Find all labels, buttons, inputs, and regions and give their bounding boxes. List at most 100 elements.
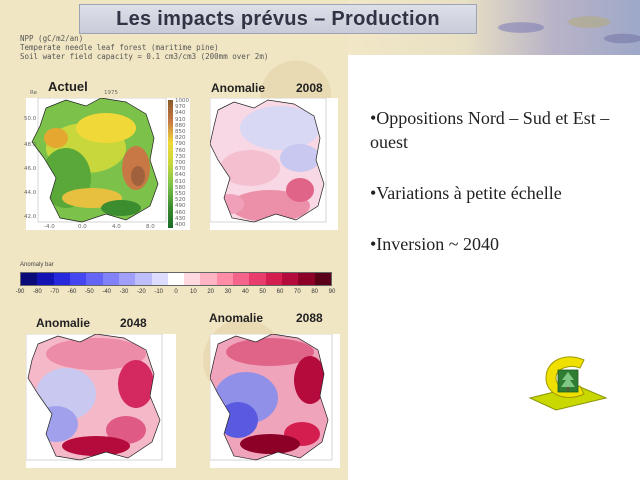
colorbar-tick-label: -70 xyxy=(50,289,59,295)
colorbar-cell xyxy=(184,273,201,285)
colorbar-ticks: -90 -80 -70 -60 -50 -40 -30 -20 -10 0 10 20 30 40 50 60… xyxy=(14,289,338,299)
decorative-band xyxy=(470,0,640,55)
bullet-oppositions: •Oppositions Nord – Sud et Est – ouest xyxy=(370,108,610,152)
colorbar-cell xyxy=(298,273,315,285)
forest-c-logo-icon xyxy=(526,352,608,414)
colorbar-title: Anomaly bar xyxy=(20,262,54,268)
text-panel xyxy=(348,55,640,480)
actuel-side-label: Re xyxy=(30,90,37,96)
actuel-scale-label: 700 xyxy=(175,160,186,166)
colorbar-tick-label: -90 xyxy=(15,289,25,295)
actuel-lon-1: -4.0 xyxy=(44,224,55,230)
actuel-scale-label: 580 xyxy=(175,184,186,191)
colorbar-tick-label: 80 xyxy=(311,289,318,295)
actuel-scale-label: 520 xyxy=(175,197,186,204)
actuel-small-label: 1975 xyxy=(104,90,118,96)
colorbar-cell xyxy=(200,273,217,285)
colorbar-tick-label: 50 xyxy=(259,289,266,295)
colorbar-tick-label: 70 xyxy=(293,289,301,295)
actuel-scale-label: 1000 xyxy=(175,98,189,104)
colorbar-cell xyxy=(265,273,282,285)
actuel-lat-4: 44.0 xyxy=(24,190,37,196)
slide-title-box: Les impacts prévus – Production xyxy=(79,4,477,34)
colorbar-cell xyxy=(53,273,70,285)
actuel-scale-label: 670 xyxy=(175,166,186,173)
map-2048-year: 2048 xyxy=(120,316,147,330)
map-2048-label: Anomalie xyxy=(36,316,91,330)
map-2048-svg xyxy=(25,333,163,461)
bullet-inversion: •Inversion ~ 2040 xyxy=(370,234,500,254)
colorbar-tick-label: -30 xyxy=(119,289,129,295)
figure-header: NPP (gC/m2/an) Temperate needle leaf fore… xyxy=(20,34,268,61)
colorbar-cell xyxy=(314,273,331,285)
colorbar-tick-label: 20 xyxy=(207,289,214,295)
colorbar-cell xyxy=(102,273,119,285)
colorbar-tick-label: -20 xyxy=(136,289,146,295)
slide-title: Les impacts prévus – Production xyxy=(116,8,440,30)
actuel-scale-label: 640 xyxy=(175,172,186,179)
colorbar-cell xyxy=(249,273,266,285)
colorbar-cell xyxy=(216,273,234,285)
actuel-lat-1: 50.0 xyxy=(24,116,37,122)
map-2088-year: 2088 xyxy=(296,311,323,325)
actuel-scale: 1000 970 940 910 880 850 820 790 760 730 700 670 640… xyxy=(168,98,196,230)
map-anomalie-2088 xyxy=(209,333,340,468)
map-anomalie-2048 xyxy=(25,333,176,468)
colorbar-tick-label: -50 xyxy=(84,289,94,295)
map-actuel-svg xyxy=(31,97,167,223)
actuel-scale-label: 820 xyxy=(175,135,186,142)
map-actuel-label: Actuel xyxy=(48,79,88,94)
colorbar-cell xyxy=(233,273,250,285)
actuel-scale-label: 400 xyxy=(175,222,186,228)
figure-header-line-2: Temperate needle leaf forest (maritime p… xyxy=(20,43,219,52)
actuel-scale-label: 610 xyxy=(175,178,186,185)
colorbar-cell xyxy=(69,273,87,285)
colorbar-tick-label: -10 xyxy=(154,289,163,295)
colorbar-cell xyxy=(21,273,38,285)
figure-header-line-3: Soil water field capacity = 0.1 cm3/cm3 … xyxy=(20,52,269,61)
colorbar-cell xyxy=(86,273,103,285)
bullet-variations: •Variations à petite échelle xyxy=(370,183,562,203)
colorbar-tick-label: -60 xyxy=(67,289,77,295)
actuel-scale-label: 880 xyxy=(175,122,186,129)
colorbar-cell xyxy=(151,273,168,285)
actuel-scale-label: 490 xyxy=(175,203,186,210)
actuel-lat-5: 42.0 xyxy=(24,214,37,220)
colorbar-cell xyxy=(167,273,185,285)
colorbar-tick-label: 10 xyxy=(189,289,197,295)
actuel-scale-label: 730 xyxy=(175,153,186,160)
colorbar-tick-label: 90 xyxy=(328,289,336,295)
actuel-scale-label: 550 xyxy=(175,191,186,197)
colorbar-tick-label: 60 xyxy=(276,289,284,295)
map-2088-svg xyxy=(209,333,333,461)
actuel-lat-3: 46.0 xyxy=(24,166,37,172)
map-2008-label: Anomalie xyxy=(211,81,266,95)
actuel-scale-label: 760 xyxy=(175,147,186,154)
colorbar-tick-label: -80 xyxy=(32,289,42,295)
actuel-scale-label: 430 xyxy=(175,215,186,222)
colorbar-cell xyxy=(118,273,136,285)
colorbar-cell xyxy=(282,273,299,285)
map-2088-label: Anomalie xyxy=(209,311,264,325)
actuel-scale-label: 850 xyxy=(175,129,186,135)
actuel-scale-bar xyxy=(168,100,173,228)
actuel-lon-3: 4.0 xyxy=(112,224,121,230)
map-actuel: Re 1975 50.0 48.0 46.0 44.0 42.0 -4.0 0.… xyxy=(24,90,190,230)
actuel-lon-4: 8.0 xyxy=(146,224,155,230)
bullet-list: •Oppositions Nord – Sud et Est – ouest •… xyxy=(370,106,620,283)
map-2008-svg xyxy=(209,97,327,223)
actuel-scale-label: 910 xyxy=(175,116,186,123)
actuel-lon-2: 0.0 xyxy=(78,224,87,230)
actuel-scale-label: 460 xyxy=(175,209,186,216)
actuel-scale-label: 940 xyxy=(175,110,186,117)
map-anomalie-2008 xyxy=(209,97,338,230)
colorbar-tick-label: -40 xyxy=(102,289,111,295)
actuel-scale-label: 790 xyxy=(175,141,186,148)
actuel-scale-label: 970 xyxy=(175,104,186,111)
colorbar-tick-label: 0 xyxy=(174,289,178,295)
colorbar-cell xyxy=(135,273,152,285)
colorbar-tick-label: 40 xyxy=(241,289,249,295)
actuel-lat-2: 48.0 xyxy=(24,142,37,148)
figure-header-line-1: NPP (gC/m2/an) xyxy=(20,34,84,43)
colorbar-cell xyxy=(37,273,54,285)
